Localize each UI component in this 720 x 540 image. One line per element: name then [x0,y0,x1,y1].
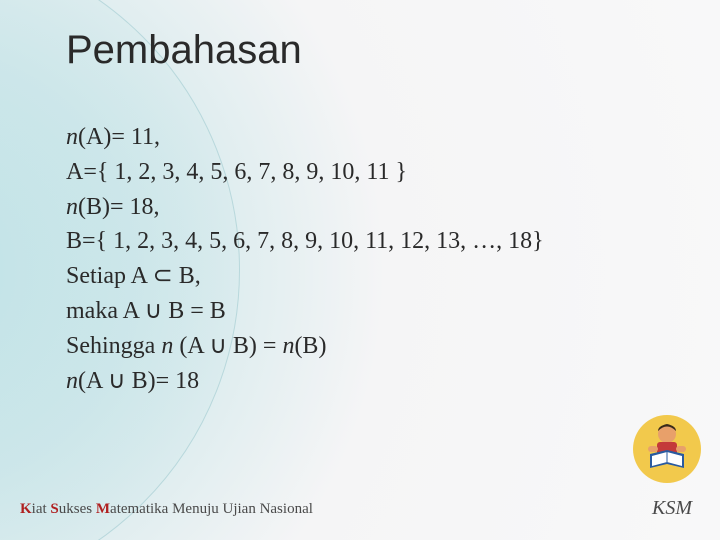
footer-accent-k: K [20,501,32,517]
line-2: A={ 1, 2, 3, 4, 5, 6, 7, 8, 9, 10, 11 } [66,155,660,190]
slide-title: Pembahasan [66,28,302,73]
footer-right: KSM [652,497,692,520]
footer-accent-m: M [96,501,110,517]
line-4: B={ 1, 2, 3, 4, 5, 6, 7, 8, 9, 10, 11, 1… [66,224,660,259]
line-5: Setiap A ⊂ B, [66,259,660,294]
line-3: n(B)= 18, [66,190,660,225]
line-8: n(A ∪ B)= 18 [66,364,660,399]
line-6: maka A ∪ B = B [66,294,660,329]
line-7: Sehingga n (A ∪ B) = n(B) [66,329,660,364]
reader-icon [632,414,702,484]
line-1: n(A)= 11, [66,120,660,155]
content-block: n(A)= 11, A={ 1, 2, 3, 4, 5, 6, 7, 8, 9,… [66,120,660,398]
slide: Pembahasan n(A)= 11, A={ 1, 2, 3, 4, 5, … [0,0,720,540]
footer-accent-s: S [50,501,58,517]
footer-left: Kiat Sukses Matematika Menuju Ujian Nasi… [20,501,313,518]
